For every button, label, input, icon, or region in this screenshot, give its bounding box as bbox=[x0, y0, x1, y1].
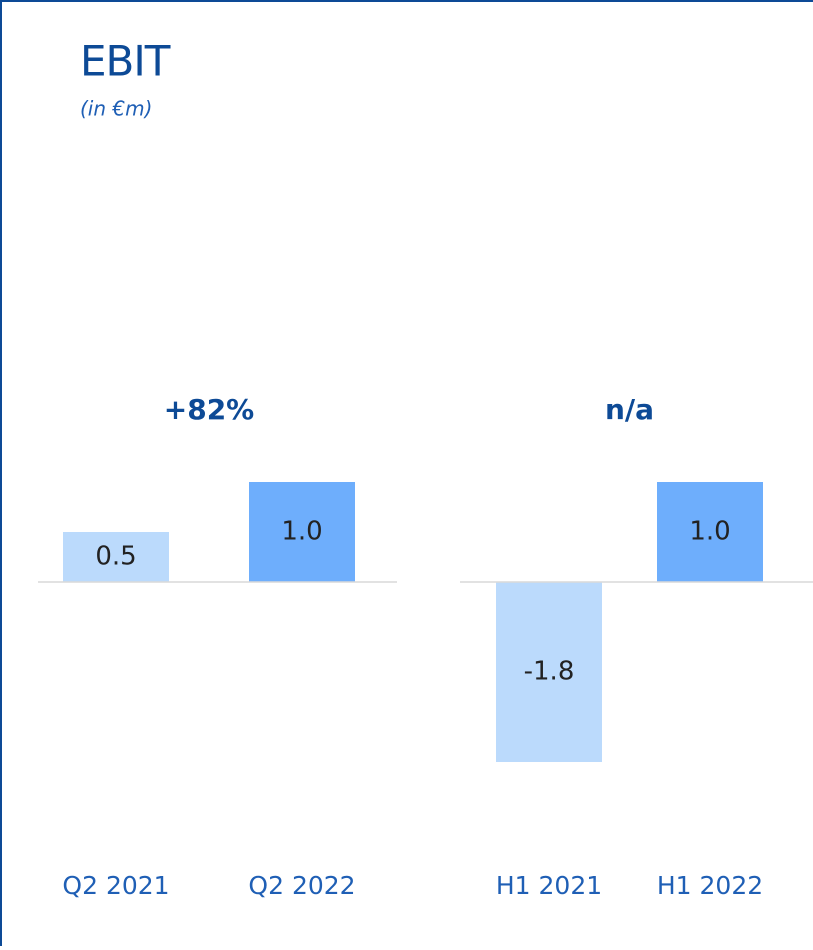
bar bbox=[63, 532, 169, 582]
value-label: 1.0 bbox=[689, 517, 730, 547]
annotation: n/a bbox=[605, 393, 654, 426]
annotation: +82% bbox=[164, 393, 254, 426]
x-tick-label: Q2 2022 bbox=[248, 871, 355, 900]
bar bbox=[657, 482, 763, 582]
bar bbox=[249, 482, 355, 582]
value-label: -1.8 bbox=[524, 657, 575, 687]
chart-subtitle: (in €m) bbox=[80, 97, 152, 121]
bar bbox=[496, 582, 602, 762]
x-tick-label: H1 2021 bbox=[496, 871, 602, 900]
chart-title: EBIT bbox=[80, 37, 171, 86]
value-label: 0.5 bbox=[95, 542, 136, 572]
x-tick-label: Q2 2021 bbox=[62, 871, 169, 900]
value-label: 1.0 bbox=[281, 517, 322, 547]
x-tick-label: H1 2022 bbox=[657, 871, 763, 900]
